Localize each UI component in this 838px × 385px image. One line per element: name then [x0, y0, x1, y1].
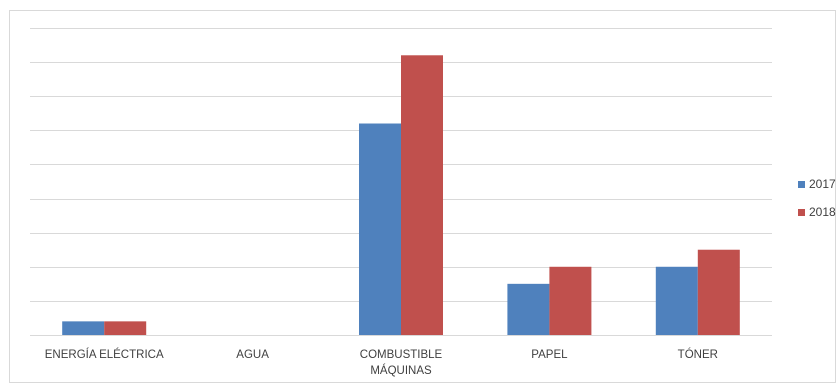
bars — [62, 55, 740, 336]
legend-label-2017: 2017 — [809, 177, 836, 191]
x-tick-label: AGUA — [236, 349, 269, 361]
bar-2017-3 — [507, 283, 550, 335]
bar-2018-2 — [401, 55, 443, 336]
legend-label-2018: 2018 — [809, 205, 836, 219]
legend-swatch-2018 — [798, 209, 805, 216]
bar-2018-4 — [697, 249, 740, 335]
bar-2018-0 — [104, 321, 147, 335]
x-tick-label: PAPEL — [531, 349, 568, 361]
x-tick-label: ENERGÍA ELÉCTRICA — [45, 348, 164, 361]
x-tick-labels: ENERGÍA ELÉCTRICA AGUA COMBUSTIBLE MÁQUINAS… — [45, 348, 718, 377]
legend-swatch-2017 — [798, 181, 805, 188]
x-tick-label: COMBUSTIBLE MÁQUINAS — [360, 349, 443, 377]
bar-2017-0 — [62, 321, 105, 335]
bar-2017-4 — [655, 266, 698, 335]
legend: 2017 2018 — [798, 177, 836, 219]
bar-2018-3 — [549, 266, 592, 335]
bar-2017-2 — [359, 123, 401, 335]
x-tick-label: TÓNER — [678, 348, 718, 361]
